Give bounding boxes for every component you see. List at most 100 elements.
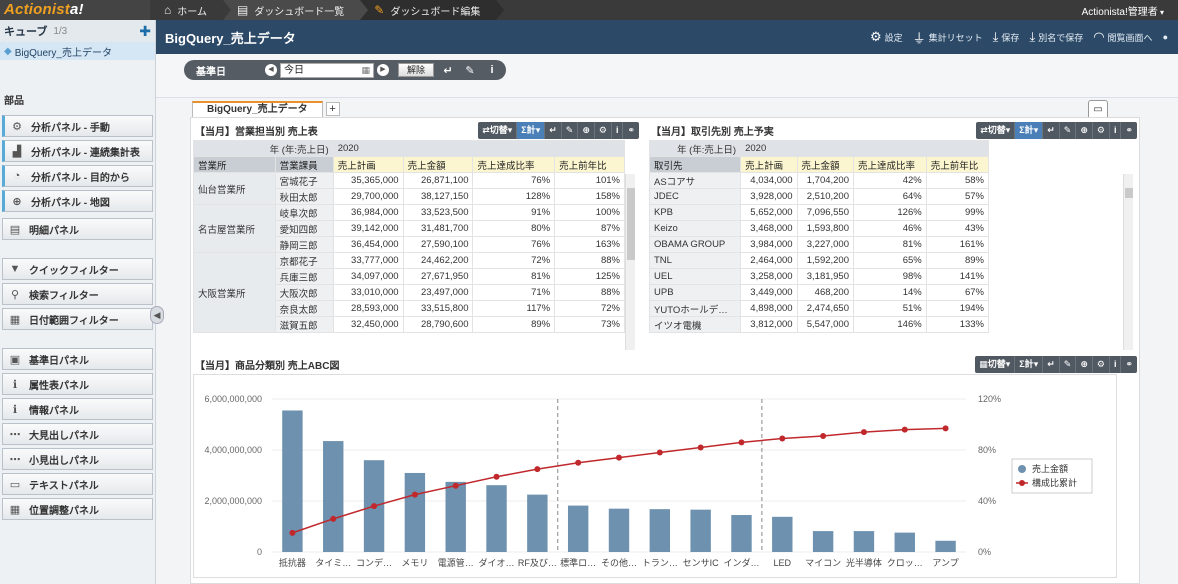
sidebar-item-text[interactable]: ▭ テキストパネル: [2, 473, 153, 495]
line-point[interactable]: [493, 473, 500, 480]
column-header[interactable]: 売上金額: [796, 156, 855, 173]
enter-icon[interactable]: ↵: [443, 64, 453, 77]
bar[interactable]: [812, 531, 834, 552]
sum-button[interactable]: Σ計▾: [1014, 121, 1043, 139]
table-row[interactable]: 仙台営業所 宮城花子 35,365,000 26,871,100 76% 101%: [193, 172, 625, 205]
table-row[interactable]: 名古屋営業所 岐阜次郎 36,984,000 33,523,500 91% 100%: [193, 204, 625, 253]
breadcrumb-home[interactable]: ⌂ ホーム: [150, 0, 231, 20]
line-point[interactable]: [860, 429, 867, 436]
pencil-icon[interactable]: ✎: [465, 64, 475, 77]
line-point[interactable]: [452, 482, 459, 489]
line-point[interactable]: [289, 529, 296, 536]
table-row[interactable]: 大阪営業所 京都花子 33,777,000 24,462,200 72% 88%: [193, 252, 625, 333]
table-row[interactable]: ASコアサ 4,034,000 1,704,200 42% 58%: [649, 172, 990, 189]
info-icon[interactable]: i: [490, 64, 494, 76]
table-row[interactable]: 兵庫三郎 34,097,000 27,671,950 81% 125%: [194, 268, 625, 285]
bar[interactable]: [690, 509, 711, 552]
bar[interactable]: [935, 540, 956, 552]
line-point[interactable]: [371, 503, 378, 510]
line-point[interactable]: [738, 439, 745, 446]
bar[interactable]: [772, 516, 793, 552]
view-button[interactable]: ◠ 閲覧画面へ: [1093, 29, 1152, 45]
column-header[interactable]: 取引先: [649, 156, 742, 173]
add-icon[interactable]: ⊕: [577, 121, 594, 139]
column-header[interactable]: 売上達成比率: [472, 156, 556, 173]
line-point[interactable]: [411, 491, 418, 498]
table-row[interactable]: 愛知四郎 39,142,000 31,481,700 80% 87%: [194, 220, 625, 237]
line-point[interactable]: [820, 432, 827, 439]
pencil-icon[interactable]: ✎: [1058, 355, 1076, 373]
line-point[interactable]: [616, 454, 622, 461]
sidebar-item-layout[interactable]: ▦ 位置調整パネル: [2, 498, 153, 520]
gear-icon[interactable]: ⚙: [593, 121, 611, 139]
bar[interactable]: [445, 481, 466, 552]
gear-button[interactable]: ⚙ 設定: [870, 29, 903, 45]
gear-icon[interactable]: ⚙: [1091, 355, 1109, 373]
line-point[interactable]: [534, 466, 541, 473]
line-point[interactable]: [656, 449, 663, 456]
save-as-button[interactable]: ⤓ 別名で保存: [1029, 29, 1083, 45]
sidebar-item-heading[interactable]: ⋯ 小見出しパネル: [2, 448, 153, 470]
sum-button[interactable]: Σ計▾: [1014, 355, 1042, 373]
sidebar-item-search-filter[interactable]: ⚲ 検索フィルター: [2, 283, 153, 305]
bar[interactable]: [282, 410, 303, 552]
switch-button[interactable]: ▦切替▾: [979, 358, 1011, 369]
bar[interactable]: [486, 485, 507, 552]
column-header[interactable]: 売上金額: [402, 156, 474, 173]
column-header[interactable]: 営業所: [193, 156, 276, 173]
link-icon[interactable]: ⚭: [1120, 121, 1137, 139]
bar[interactable]: [853, 531, 875, 552]
line-point[interactable]: [575, 459, 582, 466]
link-icon[interactable]: ⚭: [1120, 355, 1137, 373]
base-date-input[interactable]: 今日: [280, 62, 374, 78]
link-icon[interactable]: ⚭: [622, 121, 639, 139]
sidebar-item-info[interactable]: ℹ 情報パネル: [2, 398, 153, 420]
scrollbar[interactable]: [625, 174, 635, 350]
pencil-icon[interactable]: ✎: [560, 121, 578, 139]
table-row[interactable]: JDEC 3,928,000 2,510,200 64% 57%: [649, 188, 990, 205]
add-tab-button[interactable]: +: [325, 102, 340, 116]
table-row[interactable]: UEL 3,258,000 3,181,950 98% 141%: [649, 268, 990, 285]
sidebar-item-detail-panel[interactable]: ▤ 明細パネル: [2, 218, 153, 240]
info-icon[interactable]: i: [610, 121, 623, 139]
line-point[interactable]: [942, 425, 949, 432]
enter-icon[interactable]: ↵: [544, 121, 561, 139]
table-row[interactable]: 滋賀五郎 32,450,000 28,790,600 89% 73%: [194, 316, 625, 333]
switch-button[interactable]: ⇄切替▾: [980, 124, 1011, 135]
line-point[interactable]: [779, 435, 786, 442]
bar[interactable]: [323, 441, 344, 552]
enter-icon[interactable]: ↵: [1042, 121, 1059, 139]
table-row[interactable]: Keizo 3,468,000 1,593,800 46% 43%: [649, 220, 990, 237]
sidebar-item-date-filter[interactable]: ▦ 日付範囲フィルター: [2, 308, 153, 330]
table-row[interactable]: OBAMA GROUP 3,984,000 3,227,000 81% 161%: [649, 236, 990, 253]
bar[interactable]: [567, 505, 589, 552]
bar[interactable]: [894, 532, 915, 552]
line-point[interactable]: [697, 444, 704, 451]
user-menu[interactable]: Actionista!管理者: [1082, 3, 1178, 18]
sidebar-item-info[interactable]: ℹ 属性表パネル: [2, 373, 153, 395]
info-icon[interactable]: i: [1108, 121, 1121, 139]
switch-button[interactable]: ⇄切替▾: [482, 124, 513, 135]
clear-button[interactable]: 解除: [398, 63, 435, 77]
add-icon[interactable]: ⊕: [1075, 121, 1092, 139]
column-header[interactable]: 売上前年比: [554, 156, 625, 173]
bar[interactable]: [527, 494, 548, 552]
info-icon[interactable]: i: [1108, 355, 1121, 373]
collapse-sidebar-button[interactable]: ◀: [150, 306, 164, 324]
column-header[interactable]: 売上計画: [332, 156, 404, 173]
sidebar-item-analysis-manual[interactable]: ⚙ 分析パネル - 手動: [2, 115, 153, 137]
bar[interactable]: [404, 472, 426, 552]
bar[interactable]: [649, 509, 671, 552]
scrollbar[interactable]: [1123, 174, 1133, 350]
column-header[interactable]: 売上達成比率: [853, 156, 927, 173]
next-date-button[interactable]: ▶: [377, 64, 389, 76]
tab-bigquery[interactable]: BigQuery_売上データ: [192, 101, 323, 117]
enter-icon[interactable]: ↵: [1042, 355, 1059, 373]
sidebar-item-heading[interactable]: ⋯ 大見出しパネル: [2, 423, 153, 445]
cube-item[interactable]: ◆ BigQuery_売上データ: [0, 42, 155, 60]
table-row[interactable]: KPB 5,652,000 7,096,550 126% 99%: [649, 204, 990, 221]
column-header[interactable]: 売上計画: [740, 156, 798, 173]
more-icon[interactable]: ●: [1162, 32, 1168, 42]
breadcrumb-dashboard-list[interactable]: ▤ ダッシュボード一覧: [222, 0, 369, 20]
add-cube-icon[interactable]: ✚: [139, 22, 151, 39]
